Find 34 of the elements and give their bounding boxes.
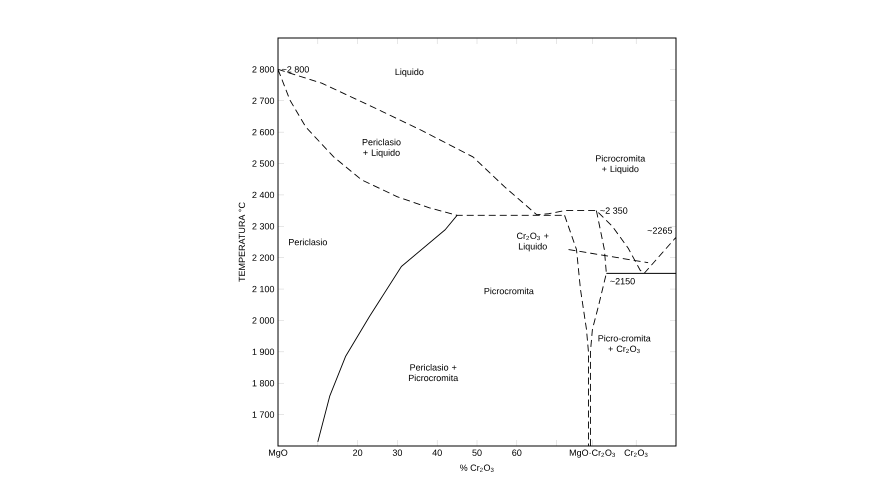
y-tick-label: 2 000 (252, 317, 274, 324)
y-tick-label: 1 700 (252, 411, 274, 418)
y-tick-label: 2 700 (252, 98, 274, 104)
y-tick-label: 2 300 (252, 223, 274, 230)
annotation: Periclasio + Liquido (362, 138, 401, 158)
annotation: ~2 800 (282, 66, 309, 73)
y-tick-label: 1 900 (252, 348, 274, 356)
y-tick-label: 2 500 (252, 160, 274, 167)
annotation: ~2 350 (600, 207, 628, 214)
y-tick-label: 2 600 (252, 128, 274, 136)
x-tick-label: Cr$_{2}$O$_{3}$ (624, 450, 648, 457)
annotation: Picrocromita (484, 288, 534, 294)
x-axis-title: % Cr$_{2}$O$_{3}$ (460, 464, 494, 472)
y-tick-label: 2 800 (252, 66, 274, 73)
x-tick-label: MgO (268, 450, 288, 458)
annotation: Cr$_{2}$O$_{3}$ + Liquido (516, 232, 548, 252)
x-tick-label: MgO·Cr$_{2}$O$_{3}$ (570, 450, 615, 458)
annotation: Liquido (396, 68, 424, 77)
y-axis-title: TEMPERATURA °C (238, 202, 246, 282)
y-tick-label: 2 400 (252, 192, 274, 198)
annotation: Periclasio (289, 238, 327, 246)
y-tick-label: 2 200 (252, 254, 274, 261)
y-tick-label: 2 100 (252, 286, 274, 292)
y-tick-label: 1 800 (252, 380, 274, 386)
annotation: Picro-cromita + Cr$_{2}$O$_{3}$ (598, 334, 651, 354)
x-tick-label: 60 (512, 450, 522, 456)
x-tick-label: 50 (472, 450, 482, 456)
x-tick-label: 20 (353, 450, 362, 456)
annotation: Picrocromita + Liquido (596, 155, 646, 174)
x-tick-label: 40 (432, 450, 442, 456)
annotation: Periclasio + Picrocromita (408, 364, 458, 382)
annotation: ~2265 (648, 227, 672, 234)
x-tick-label: 30 (392, 450, 402, 456)
annotation: ~2150 (610, 278, 635, 284)
